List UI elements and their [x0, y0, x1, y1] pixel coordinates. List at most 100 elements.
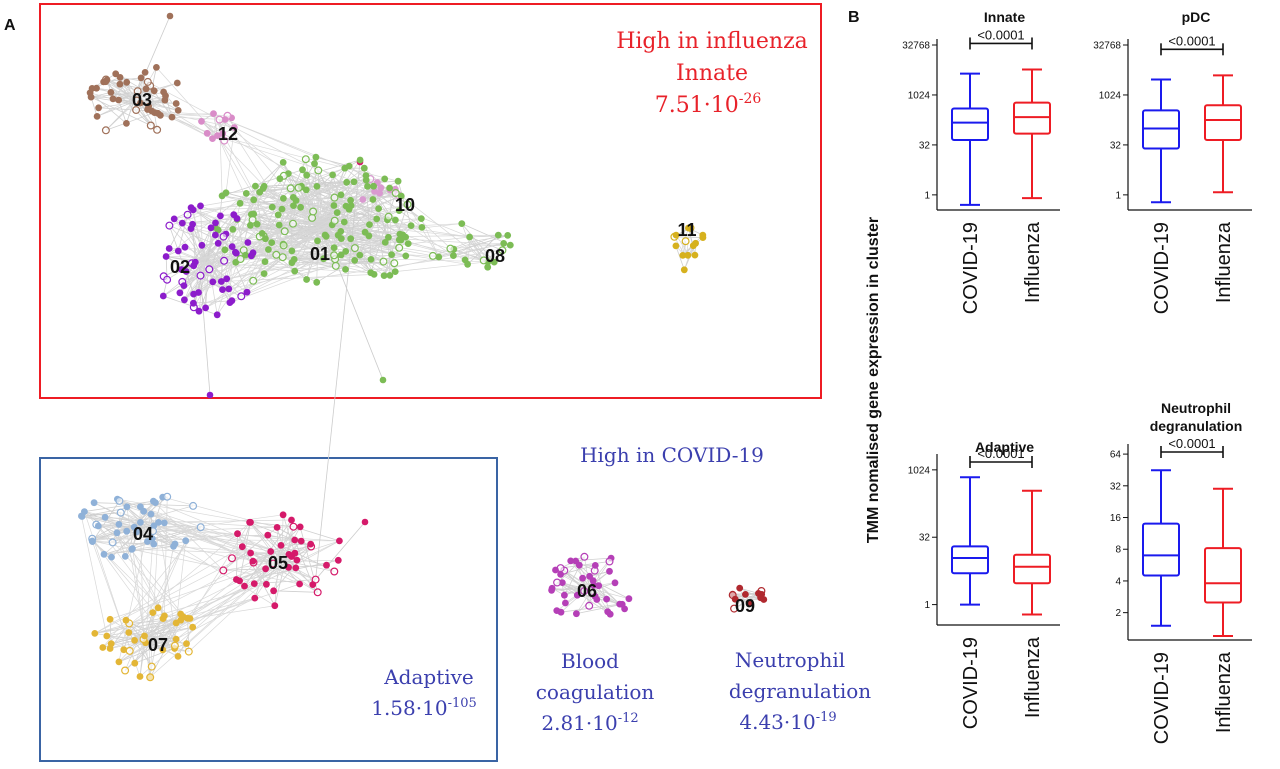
network-node: [269, 559, 278, 568]
network-node: [262, 235, 269, 243]
network-node: [484, 263, 492, 271]
network-node: [122, 616, 130, 624]
network-node: [265, 246, 272, 253]
category-label: Influenza: [1213, 651, 1235, 733]
network-node: [159, 292, 167, 300]
network-node: [322, 232, 330, 240]
network-node: [233, 576, 240, 583]
network-edge: [158, 522, 177, 640]
network-node: [260, 270, 268, 277]
network-node: [231, 124, 238, 131]
network-edge: [131, 548, 289, 555]
network-edge: [401, 195, 484, 261]
network-node: [229, 226, 237, 233]
network-edge: [104, 517, 193, 628]
y-tick-label: 4: [1115, 576, 1121, 587]
network-edge: [185, 271, 194, 295]
network-node: [458, 220, 466, 228]
network-edge: [150, 513, 254, 562]
network-node: [173, 79, 181, 87]
network-edge: [315, 521, 366, 580]
network-edge: [190, 228, 202, 261]
network-node: [736, 584, 744, 592]
network-node: [395, 207, 403, 215]
network-node: [253, 220, 261, 228]
network-edge: [137, 525, 201, 528]
coagulation-pvalue-exp: -12: [618, 711, 639, 726]
network-node: [384, 212, 393, 221]
network-edge: [106, 635, 145, 640]
network-node: [585, 601, 594, 610]
network-edge: [395, 261, 489, 272]
network-edge: [84, 500, 154, 512]
network-edge: [117, 498, 251, 523]
network-node: [147, 510, 155, 518]
panel-title: degranulation: [1150, 418, 1243, 434]
network-node: [386, 272, 394, 279]
network-node: [595, 582, 603, 590]
network-edge: [116, 526, 294, 534]
network-edge: [175, 597, 255, 640]
network-edge: [94, 502, 194, 507]
cluster-label: 04: [133, 524, 153, 544]
network-node: [116, 508, 125, 517]
network-edge: [109, 563, 274, 620]
network-node: [381, 239, 389, 246]
y-tick-label: 8: [1115, 545, 1121, 556]
neutrophil-term-line1: Neutrophil: [735, 648, 845, 672]
network-node: [557, 608, 565, 616]
network-edge: [174, 186, 318, 220]
network-edge: [140, 506, 292, 557]
network-node: [275, 221, 283, 229]
network-node: [699, 234, 707, 242]
network-edge: [90, 96, 151, 126]
network-edge: [94, 546, 243, 634]
network-node: [142, 85, 150, 93]
network-node: [268, 239, 276, 247]
network-edge: [212, 274, 375, 283]
network-node: [243, 288, 251, 296]
network-edge: [174, 218, 336, 267]
network-node: [170, 215, 178, 223]
network-node: [679, 252, 687, 259]
network-node: [301, 155, 310, 164]
network-node: [108, 538, 117, 547]
network-node: [128, 545, 136, 553]
network-node: [198, 241, 206, 249]
network-node: [115, 521, 123, 528]
network-node: [88, 85, 96, 92]
network-node: [291, 267, 299, 275]
network-node: [498, 246, 507, 255]
network-edge: [102, 527, 201, 648]
y-tick-label: 32: [1110, 140, 1122, 151]
network-node: [309, 581, 317, 588]
network-node: [760, 596, 768, 603]
network-edge: [232, 224, 370, 230]
network-node: [359, 196, 367, 203]
network-node: [250, 196, 258, 204]
network-node: [341, 164, 349, 172]
network-node: [123, 120, 130, 127]
network-node: [163, 492, 172, 501]
box-iqr: [1204, 104, 1242, 141]
network-node: [137, 99, 144, 107]
y-tick-label: 1024: [1099, 90, 1122, 101]
network-edge: [198, 218, 238, 312]
network-node: [241, 582, 248, 590]
network-node: [214, 239, 222, 247]
network-node: [279, 511, 287, 519]
network-node: [233, 215, 241, 222]
network-node: [342, 266, 349, 273]
network-node: [115, 496, 124, 505]
network-node: [309, 207, 318, 216]
network-node: [174, 107, 182, 114]
network-node: [172, 619, 180, 627]
network-node: [356, 251, 364, 259]
y-tick-label: 32768: [1093, 41, 1121, 52]
network-node: [390, 259, 399, 268]
network-edge: [165, 193, 247, 257]
network-node: [244, 239, 252, 246]
network-node: [293, 556, 301, 564]
panel-title: Innate: [984, 9, 1025, 25]
boxplot-panel: Neutrophil degranulation 2 4 8 16 32 64 <0.0001 C…: [1110, 400, 1252, 744]
